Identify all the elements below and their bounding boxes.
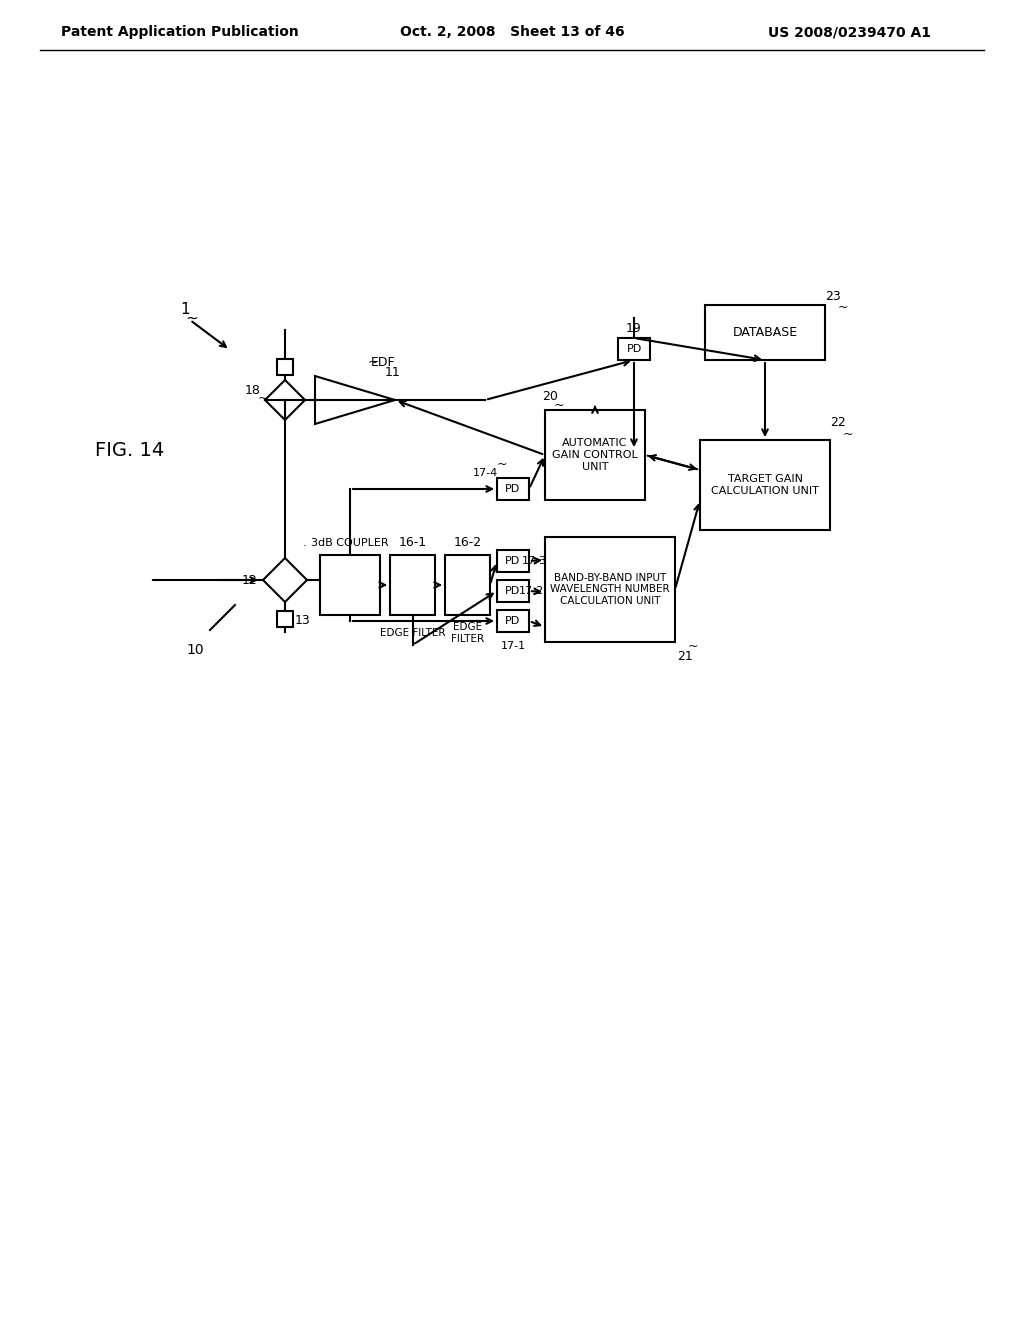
FancyBboxPatch shape [445, 554, 490, 615]
Text: ~: ~ [688, 639, 698, 652]
Text: ~: ~ [838, 301, 848, 314]
Text: EDGE FILTER: EDGE FILTER [380, 628, 445, 638]
Text: ~: ~ [497, 458, 507, 470]
Text: 17-4: 17-4 [472, 469, 498, 478]
Text: Oct. 2, 2008   Sheet 13 of 46: Oct. 2, 2008 Sheet 13 of 46 [399, 25, 625, 40]
Text: 12: 12 [242, 573, 258, 586]
Text: ~: ~ [843, 428, 853, 441]
FancyBboxPatch shape [319, 554, 380, 615]
FancyBboxPatch shape [700, 440, 830, 531]
Text: 22: 22 [830, 416, 846, 429]
FancyBboxPatch shape [497, 610, 529, 632]
FancyBboxPatch shape [497, 550, 529, 572]
Text: 10: 10 [186, 643, 204, 657]
FancyBboxPatch shape [497, 579, 529, 602]
Text: TARGET GAIN
CALCULATION UNIT: TARGET GAIN CALCULATION UNIT [711, 474, 819, 496]
Text: ~: ~ [185, 310, 199, 326]
Text: EDGE
FILTER: EDGE FILTER [451, 622, 484, 644]
Text: Patent Application Publication: Patent Application Publication [61, 25, 299, 40]
Text: ~: ~ [368, 355, 378, 368]
Text: 18: 18 [245, 384, 261, 396]
Text: 13: 13 [295, 614, 311, 627]
FancyBboxPatch shape [390, 554, 435, 615]
Text: 20: 20 [542, 389, 558, 403]
Text: 16-1: 16-1 [398, 536, 427, 549]
Text: EDF: EDF [371, 355, 395, 368]
Text: ~: ~ [554, 399, 564, 412]
Text: PD: PD [506, 616, 520, 626]
Text: 17-1: 17-1 [501, 642, 525, 651]
FancyBboxPatch shape [545, 537, 675, 642]
Text: US 2008/0239470 A1: US 2008/0239470 A1 [768, 25, 932, 40]
FancyBboxPatch shape [278, 611, 293, 627]
Text: PD: PD [506, 586, 520, 597]
Text: PD: PD [506, 556, 520, 566]
Text: 19: 19 [626, 322, 642, 334]
FancyBboxPatch shape [618, 338, 650, 360]
Text: 1: 1 [180, 302, 189, 318]
Text: 11: 11 [385, 366, 400, 379]
FancyBboxPatch shape [278, 359, 293, 375]
Text: BAND-BY-BAND INPUT
WAVELENGTH NUMBER
CALCULATION UNIT: BAND-BY-BAND INPUT WAVELENGTH NUMBER CAL… [550, 573, 670, 606]
Text: 17-3: 17-3 [521, 556, 547, 566]
FancyBboxPatch shape [705, 305, 825, 360]
Text: PD: PD [506, 484, 520, 494]
FancyBboxPatch shape [497, 478, 529, 500]
Text: 21: 21 [677, 649, 693, 663]
Text: DATABASE: DATABASE [732, 326, 798, 339]
Text: 16-2: 16-2 [454, 536, 481, 549]
Text: .: . [303, 539, 307, 548]
Text: FIG. 14: FIG. 14 [95, 441, 165, 459]
Text: 3dB COUPLER: 3dB COUPLER [311, 539, 389, 548]
Text: 23: 23 [825, 290, 841, 304]
Text: 17-2: 17-2 [518, 586, 544, 597]
FancyBboxPatch shape [545, 411, 645, 500]
Text: AUTOMATIC
GAIN CONTROL
UNIT: AUTOMATIC GAIN CONTROL UNIT [552, 438, 638, 471]
Text: ~: ~ [258, 392, 268, 404]
Text: PD: PD [627, 345, 642, 354]
